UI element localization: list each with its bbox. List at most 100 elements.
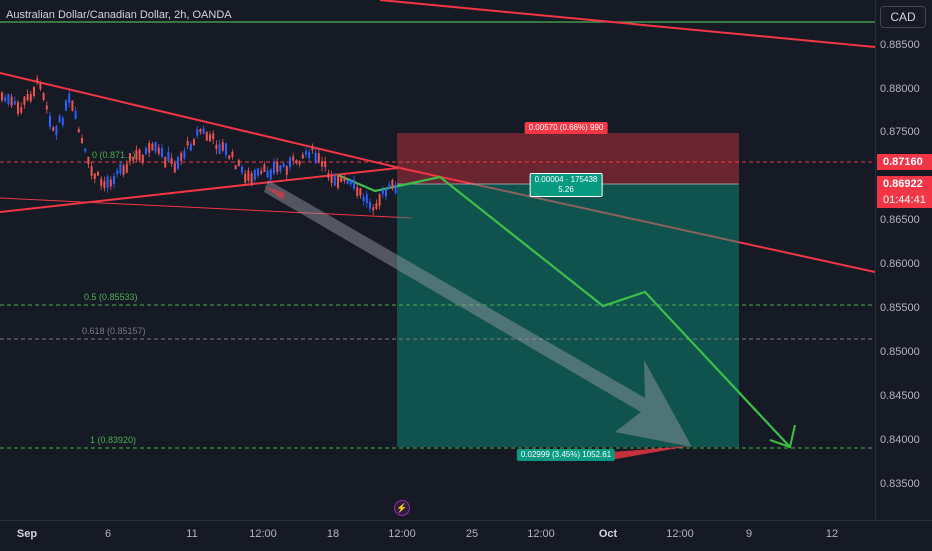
currency-button[interactable]: CAD xyxy=(880,6,926,28)
candle-body xyxy=(1,92,3,101)
price-tick: 0.86000 xyxy=(880,258,920,270)
candle-body xyxy=(253,169,256,180)
candle-body xyxy=(138,149,141,161)
candle-body xyxy=(292,156,295,161)
lower-support-line xyxy=(0,197,413,219)
time-tick: 11 xyxy=(186,528,198,540)
candle-body xyxy=(244,173,247,183)
channel-extension-line xyxy=(399,167,875,273)
candle-body xyxy=(39,83,42,89)
candle-body xyxy=(282,163,285,168)
chart-area[interactable]: Australian Dollar/Canadian Dollar, 2h, O… xyxy=(0,0,875,520)
candle-body xyxy=(77,129,80,133)
candle-body xyxy=(141,154,144,163)
entry-label-ratio: 5.26 xyxy=(558,185,574,194)
candle-body xyxy=(228,155,231,159)
candle-body xyxy=(324,161,327,167)
candle-body xyxy=(247,170,250,181)
time-axis[interactable] xyxy=(0,520,932,551)
candle-body xyxy=(17,102,19,114)
arrow-base-red xyxy=(610,446,690,460)
candle-body xyxy=(343,176,346,182)
lightning-icon[interactable]: ⚡ xyxy=(394,500,410,516)
candle-body xyxy=(301,154,304,159)
candle-body xyxy=(317,153,320,163)
symbol-title: Australian Dollar/Canadian Dollar, 2h, O… xyxy=(6,9,232,21)
candle-body xyxy=(221,142,224,151)
price-axis[interactable] xyxy=(875,0,932,520)
candle-body xyxy=(151,143,154,151)
candle-body xyxy=(391,180,394,189)
candle-body xyxy=(29,94,32,102)
entry-label-text: 0.00004 · 175438 xyxy=(534,175,598,184)
candle-body xyxy=(215,144,218,150)
candle-body xyxy=(10,96,13,106)
candle-body xyxy=(7,94,10,105)
take-profit-label-text: 0.02999 (3.45%) 1052.61 xyxy=(520,450,612,459)
candle-body xyxy=(36,78,39,82)
projection-arrowhead xyxy=(769,424,796,449)
fib-label-1: 1 (0.83920) xyxy=(90,435,137,445)
fib-label-0: 0 (0.871...) xyxy=(92,150,136,160)
candle-body xyxy=(231,151,234,158)
candle-body xyxy=(394,185,397,194)
candle-body xyxy=(285,166,288,175)
candle-body xyxy=(260,170,263,174)
candle-body xyxy=(84,148,87,152)
candle-body xyxy=(381,189,384,194)
candle-body xyxy=(327,173,330,179)
candle-body xyxy=(20,107,23,113)
candle-body xyxy=(276,161,279,173)
candle-body xyxy=(337,175,339,188)
chart-canvas[interactable] xyxy=(0,0,875,520)
candlestick-series xyxy=(1,74,397,216)
candle-body xyxy=(378,194,381,206)
candle-body xyxy=(273,162,275,174)
candle-body xyxy=(314,152,317,163)
candle-body xyxy=(349,180,352,185)
candle-body xyxy=(385,188,387,197)
candle-body xyxy=(202,128,205,134)
time-tick: 9 xyxy=(745,528,753,540)
price-tick: 0.87500 xyxy=(880,126,920,138)
candle-body xyxy=(116,170,119,175)
candle-body xyxy=(125,163,128,173)
candle-body xyxy=(183,150,186,159)
candle-body xyxy=(266,170,269,178)
candle-body xyxy=(308,152,311,158)
candle-body xyxy=(356,187,359,196)
candle-body xyxy=(388,184,391,189)
bearish-arrow-shape xyxy=(264,180,692,447)
candle-body xyxy=(81,138,83,144)
candle-body xyxy=(250,173,253,185)
price-tick: 0.84500 xyxy=(880,390,920,402)
candle-body xyxy=(298,161,301,165)
candle-body xyxy=(196,129,199,136)
candle-body xyxy=(289,157,291,168)
candle-body xyxy=(13,101,16,105)
stop-loss-label: 0.00570 (0.66%) 990 xyxy=(524,122,608,134)
time-tick: 12:00 xyxy=(666,528,694,540)
price-tick: 0.84000 xyxy=(880,434,920,446)
candle-body xyxy=(209,134,211,142)
entry-label: 0.00004 · 175438 5.26 xyxy=(529,173,603,197)
stop-loss-label-text: 0.00570 (0.66%) 990 xyxy=(528,123,604,132)
candle-body xyxy=(365,194,368,204)
candle-body xyxy=(205,131,208,141)
candle-body xyxy=(369,202,371,209)
candle-body xyxy=(71,100,74,111)
candle-body xyxy=(132,157,135,161)
candle-body xyxy=(61,118,64,126)
candle-body xyxy=(340,177,343,182)
take-profit-label: 0.02999 (3.45%) 1052.61 xyxy=(516,449,616,461)
candle-body xyxy=(199,128,202,133)
candle-body xyxy=(375,203,378,209)
candle-body xyxy=(97,172,99,176)
fib-label-05: 0.5 (0.85533) xyxy=(84,292,138,302)
time-tick: 12:00 xyxy=(527,528,555,540)
candle-body xyxy=(225,143,227,155)
candle-body xyxy=(321,161,323,167)
time-tick: 12:00 xyxy=(249,528,277,540)
candle-body xyxy=(212,133,215,140)
candle-body xyxy=(90,166,93,176)
